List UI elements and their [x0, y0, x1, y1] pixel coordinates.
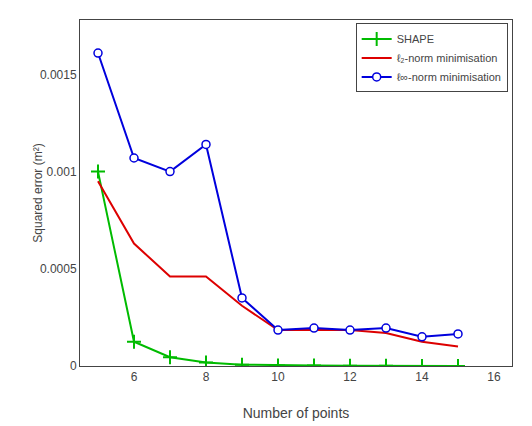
svg-text:ℓ₂-norm minimisation: ℓ₂-norm minimisation: [397, 52, 498, 64]
svg-text:10: 10: [271, 370, 285, 384]
svg-text:6: 6: [131, 370, 138, 384]
svg-text:Number of points: Number of points: [243, 405, 350, 421]
svg-text:12: 12: [343, 370, 357, 384]
svg-text:SHAPE: SHAPE: [397, 33, 434, 45]
svg-text:0.001: 0.001: [47, 165, 77, 179]
svg-text:ℓ∞-norm minimisation: ℓ∞-norm minimisation: [397, 71, 501, 83]
svg-text:0.0015: 0.0015: [40, 68, 77, 82]
svg-text:16: 16: [487, 370, 501, 384]
svg-text:0: 0: [70, 359, 77, 373]
svg-text:14: 14: [415, 370, 429, 384]
svg-text:Squared error (m²): Squared error (m²): [31, 143, 45, 242]
svg-text:0.0005: 0.0005: [40, 262, 77, 276]
svg-text:8: 8: [203, 370, 210, 384]
